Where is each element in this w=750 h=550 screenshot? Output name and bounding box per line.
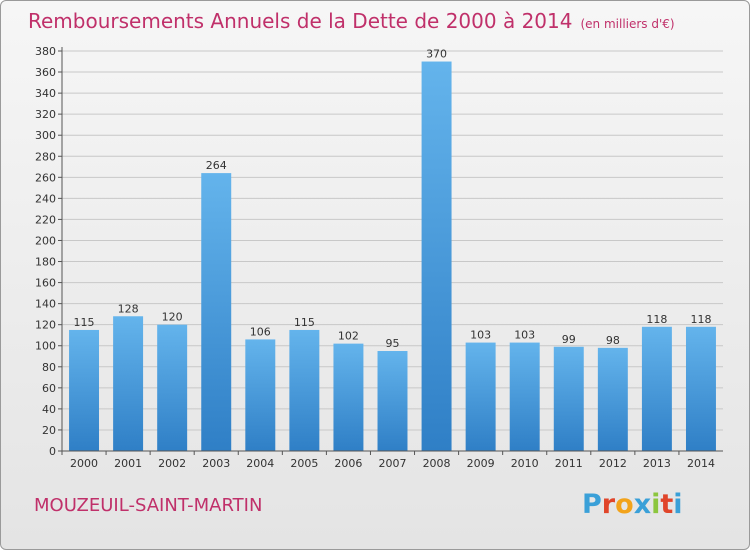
value-label: 264	[206, 159, 227, 172]
logo-letter: i	[673, 489, 683, 520]
bar	[157, 324, 188, 451]
y-tick-label: 80	[42, 361, 56, 374]
logo-letter: P	[582, 489, 602, 520]
proxiti-logo: Proxiti	[582, 489, 683, 520]
y-tick-label: 260	[35, 171, 56, 184]
bar	[597, 347, 628, 451]
bar	[245, 339, 276, 451]
value-label: 118	[646, 313, 667, 326]
bar	[553, 346, 584, 451]
y-tick-label: 120	[35, 319, 56, 332]
value-labels: 115 128 120 264 106 115 102 95 370 103 103 99 98 118 1…	[74, 48, 712, 350]
value-label: 115	[294, 316, 315, 329]
x-tick-label: 2001	[114, 457, 142, 470]
x-tick-label: 2010	[511, 457, 539, 470]
value-label: 98	[606, 334, 620, 347]
y-tick-label: 320	[35, 108, 56, 121]
bar	[465, 342, 496, 451]
x-tick-label: 2013	[643, 457, 671, 470]
bar	[113, 316, 144, 451]
value-label: 370	[426, 48, 447, 61]
x-tick-labels: 2000 2001 2002 2003 2004 2005 2006 2007 2008 2009…	[61, 451, 715, 470]
bar	[289, 329, 320, 451]
y-tick-label: 180	[35, 256, 56, 269]
logo-letter: t	[660, 489, 674, 520]
x-tick-label: 2007	[379, 457, 407, 470]
y-tick-label: 140	[35, 298, 56, 311]
logo-letter: o	[615, 489, 634, 520]
value-label: 106	[250, 325, 271, 338]
y-tick-label: 40	[42, 403, 56, 416]
bar	[685, 326, 716, 451]
x-tick-label: 2000	[70, 457, 98, 470]
x-tick-label: 2009	[467, 457, 495, 470]
y-tick-label: 0	[49, 445, 56, 458]
commune-name: MOUZEUIL-SAINT-MARTIN	[34, 495, 263, 516]
value-label: 103	[514, 329, 535, 342]
value-label: 99	[562, 333, 576, 346]
bar	[201, 173, 232, 451]
y-tick-label: 200	[35, 234, 56, 247]
x-tick-label: 2004	[246, 457, 274, 470]
x-tick-label: 2014	[687, 457, 715, 470]
x-tick-label: 2002	[158, 457, 186, 470]
bar	[509, 342, 540, 451]
chart-subtitle: (en milliers d'€)	[580, 17, 675, 31]
y-tick-label: 220	[35, 213, 56, 226]
x-tick-label: 2008	[423, 457, 451, 470]
axes	[61, 47, 723, 452]
value-label: 118	[690, 313, 711, 326]
y-tick-label: 300	[35, 129, 56, 142]
y-tick-label: 160	[35, 277, 56, 290]
bar	[421, 61, 452, 452]
value-label: 120	[162, 311, 183, 324]
x-tick-label: 2005	[290, 457, 318, 470]
y-tick-label: 280	[35, 150, 56, 163]
logo-letter: x	[633, 489, 652, 520]
bars	[69, 61, 716, 452]
y-tick-label: 240	[35, 192, 56, 205]
x-tick-label: 2012	[599, 457, 627, 470]
x-tick-label: 2003	[202, 457, 230, 470]
y-tick-label: 360	[35, 66, 56, 79]
y-tick-labels: 0 20 40 60 80 100 120 140 160 180 200 220 240 260 280 3…	[35, 45, 56, 458]
x-tick-label: 2011	[555, 457, 583, 470]
bar	[69, 329, 100, 451]
bar	[377, 351, 408, 451]
y-tick-label: 340	[35, 87, 56, 100]
value-label: 115	[74, 316, 95, 329]
bar	[641, 326, 672, 451]
chart-title-text: Remboursements Annuels de la Dette de 20…	[28, 9, 573, 33]
y-tick-label: 380	[35, 45, 56, 58]
value-label: 103	[470, 329, 491, 342]
y-tick-label: 60	[42, 382, 56, 395]
value-label: 95	[386, 337, 400, 350]
chart-title: Remboursements Annuels de la Dette de 20…	[28, 9, 675, 33]
y-tick-label: 100	[35, 340, 56, 353]
value-label: 128	[118, 302, 139, 315]
logo-letter: i	[651, 489, 661, 520]
value-label: 102	[338, 330, 359, 343]
y-tick-label: 20	[42, 424, 56, 437]
bar	[333, 343, 364, 451]
logo-letter: r	[601, 489, 616, 520]
x-tick-label: 2006	[334, 457, 362, 470]
